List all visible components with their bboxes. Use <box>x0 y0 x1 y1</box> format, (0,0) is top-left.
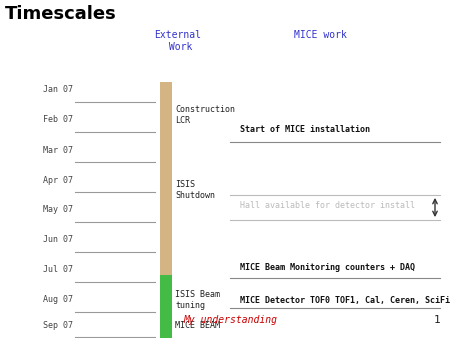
Text: MICE BEAM: MICE BEAM <box>175 320 220 330</box>
Text: May 07: May 07 <box>43 206 73 215</box>
Text: Jul 07: Jul 07 <box>43 266 73 274</box>
Text: 1: 1 <box>433 315 440 325</box>
Text: Aug 07: Aug 07 <box>43 295 73 305</box>
Text: My understanding: My understanding <box>183 315 277 325</box>
Text: Apr 07: Apr 07 <box>43 175 73 185</box>
Text: Sep 07: Sep 07 <box>43 320 73 330</box>
Text: Timescales: Timescales <box>5 5 117 23</box>
Text: External
 Work: External Work <box>154 30 202 52</box>
Text: Mar 07: Mar 07 <box>43 145 73 154</box>
Text: Jan 07: Jan 07 <box>43 86 73 95</box>
Text: Jun 07: Jun 07 <box>43 236 73 244</box>
Text: Hall available for detector install: Hall available for detector install <box>240 200 415 210</box>
Text: ISIS
Shutdown: ISIS Shutdown <box>175 180 215 200</box>
Text: ISIS Beam
tuning: ISIS Beam tuning <box>175 290 220 310</box>
Text: Feb 07: Feb 07 <box>43 116 73 124</box>
Text: MICE Detector TOF0 TOF1, Cal, Ceren, SciFil: MICE Detector TOF0 TOF1, Cal, Ceren, Sci… <box>240 295 450 305</box>
Text: MICE Beam Monitoring counters + DAQ: MICE Beam Monitoring counters + DAQ <box>240 264 415 272</box>
Bar <box>160 275 172 338</box>
Bar <box>160 82 172 275</box>
Text: Start of MICE installation: Start of MICE installation <box>240 125 370 135</box>
Text: MICE work: MICE work <box>293 30 346 40</box>
Text: Construction
LCR: Construction LCR <box>175 105 235 125</box>
